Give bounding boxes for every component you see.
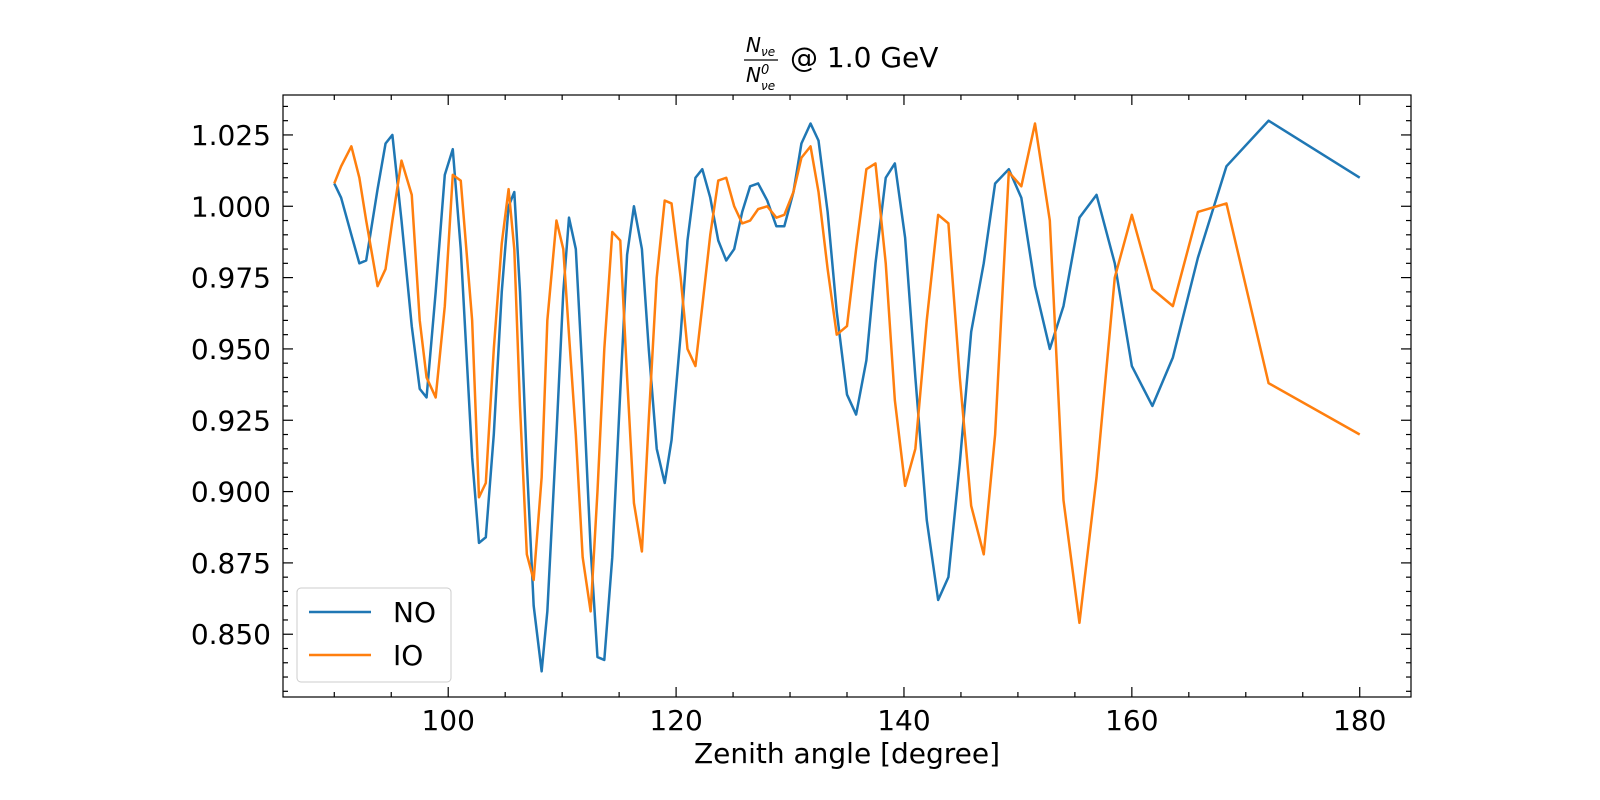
x-tick-label: 100 [421, 704, 474, 737]
x-axis-label: Zenith angle [degree] [694, 737, 1000, 770]
x-tick-label: 180 [1333, 704, 1386, 737]
plot-frame [282, 94, 1412, 698]
title-text: @ 1.0 GeV [790, 41, 938, 74]
y-tick-label: 1.000 [191, 190, 271, 223]
y-tick-label: 0.900 [191, 476, 271, 509]
legend-label: NO [393, 596, 436, 629]
title-numerator-sub: νe [761, 45, 775, 59]
x-tick-label: 140 [877, 704, 930, 737]
title-numerator: N [746, 33, 761, 57]
series-line [333, 119, 1361, 673]
title-denominator: N [746, 63, 761, 87]
y-tick-label: 1.025 [191, 119, 271, 152]
title-denominator-sup: 0 [761, 63, 769, 78]
title-denominator-sub: νe [761, 79, 775, 93]
chart-title: N νe N 0 νe @ 1.0 GeV [744, 33, 938, 93]
series-line [333, 122, 1361, 625]
y-tick-label: 0.975 [191, 262, 271, 295]
y-tick-label: 0.925 [191, 404, 271, 437]
legend-label: IO [393, 639, 423, 672]
y-tick-label: 0.875 [191, 547, 271, 580]
legend: NO IO [296, 587, 452, 683]
y-tick-label: 0.850 [191, 618, 271, 651]
x-tick-label: 160 [1105, 704, 1158, 737]
y-tick-label: 0.950 [191, 333, 271, 366]
x-tick-label: 120 [649, 704, 702, 737]
